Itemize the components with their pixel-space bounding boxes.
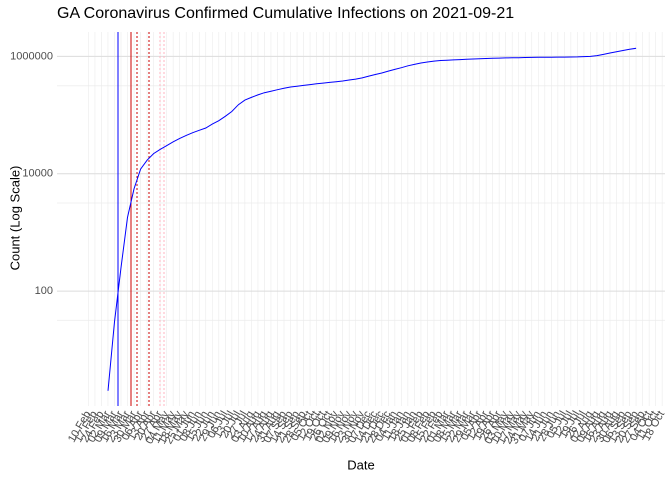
y-tick-label: 1000000 [10,50,53,62]
data-line [107,47,637,391]
chart-title: GA Coronavirus Confirmed Cumulative Infe… [57,5,514,22]
event-lines [117,32,165,406]
y-tick-label: 100 [35,285,53,297]
grid [57,32,665,406]
y-tick-label: 10000 [22,168,53,180]
y-axis-label: Count (Log Scale) [7,166,22,271]
x-axis-label: Date [347,457,374,472]
